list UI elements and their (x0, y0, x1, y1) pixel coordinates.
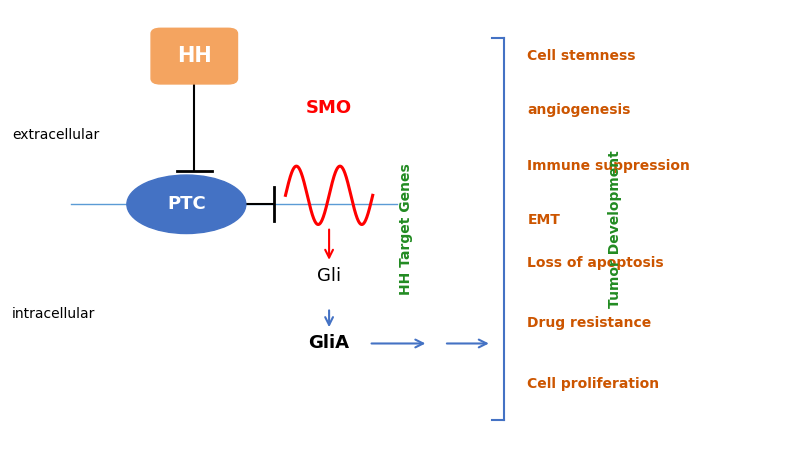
Text: GliA: GliA (308, 335, 350, 352)
Text: extracellular: extracellular (12, 128, 99, 142)
Text: EMT: EMT (527, 213, 560, 227)
FancyBboxPatch shape (151, 28, 238, 84)
Text: PTC: PTC (167, 195, 205, 213)
Text: Tumor Development: Tumor Development (607, 150, 622, 308)
Ellipse shape (127, 175, 246, 233)
Text: HH Target Genes: HH Target Genes (399, 163, 413, 295)
Text: intracellular: intracellular (12, 307, 95, 321)
Text: angiogenesis: angiogenesis (527, 103, 630, 117)
Text: Immune suppression: Immune suppression (527, 159, 690, 173)
Text: SMO: SMO (306, 99, 352, 117)
Text: Gli: Gli (317, 267, 341, 285)
Text: HH: HH (177, 46, 212, 66)
Text: Cell stemness: Cell stemness (527, 49, 636, 63)
Text: Cell proliferation: Cell proliferation (527, 377, 660, 391)
Text: Loss of apoptosis: Loss of apoptosis (527, 255, 664, 270)
Text: Drug resistance: Drug resistance (527, 316, 652, 330)
